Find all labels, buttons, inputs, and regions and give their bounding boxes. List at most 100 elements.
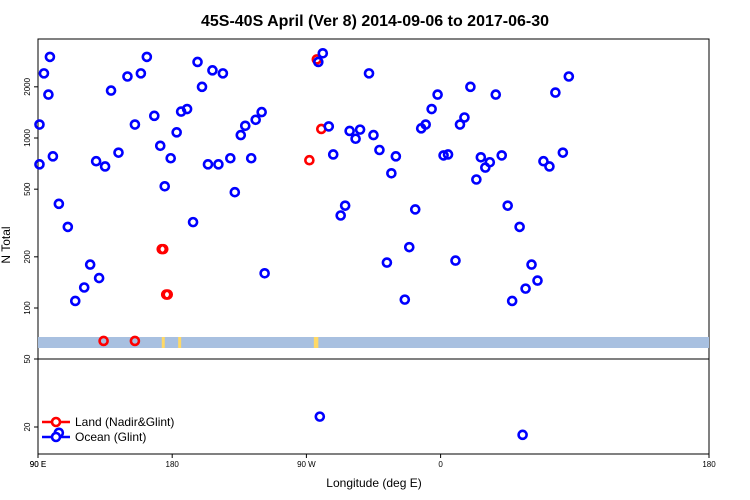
- ocean-data-point: [78, 282, 90, 293]
- ocean-data-point: [313, 56, 324, 68]
- y-tick-label: 200: [23, 250, 32, 264]
- ocean-data-point: [354, 124, 366, 135]
- legend: Land (Nadir&Glint)Ocean (Glint): [42, 415, 174, 444]
- land-data-point: [304, 154, 315, 166]
- x-axis-title: Longitude (deg E): [326, 476, 421, 490]
- ocean-data-point: [471, 174, 482, 185]
- ocean-data-point: [323, 121, 335, 132]
- y-tick-label: 1000: [23, 129, 32, 147]
- ocean-data-point: [475, 151, 487, 163]
- ocean-data-point: [335, 210, 346, 221]
- legend-marker: [50, 416, 62, 428]
- ocean-data-point: [34, 119, 45, 130]
- ocean-data-point: [135, 68, 147, 79]
- x-tick-label: 90 W: [297, 460, 316, 469]
- y-axis-title: N Total: [0, 226, 13, 263]
- ocean-data-point: [44, 51, 56, 63]
- ocean-data-point: [514, 221, 525, 233]
- land-data-point: [98, 335, 109, 347]
- land-data-point: [129, 335, 141, 347]
- ocean-data-point: [196, 81, 208, 93]
- ocean-data-point: [339, 200, 351, 211]
- ocean-data-point: [225, 152, 236, 164]
- ocean-data-point: [442, 149, 454, 160]
- ocean-data-point: [390, 151, 402, 162]
- ocean-data-point: [450, 255, 461, 266]
- ocean-data-point: [256, 106, 267, 118]
- ocean-data-point: [159, 180, 171, 192]
- ocean-data-point: [69, 295, 81, 307]
- ocean-data-point: [381, 257, 393, 268]
- ocean-data-point: [327, 149, 339, 160]
- ocean-data-point: [420, 119, 431, 130]
- ocean-data-point: [239, 120, 251, 132]
- ocean-data-point: [202, 159, 214, 170]
- ocean-data-point: [459, 112, 470, 123]
- coverage-band-land-segment: [313, 337, 319, 348]
- x-tick-label: 180: [702, 460, 716, 469]
- land-data-point: [156, 243, 168, 255]
- ocean-data-point: [213, 159, 224, 170]
- ocean-data-point: [506, 295, 518, 307]
- x-tick-label: 180: [166, 460, 180, 469]
- ocean-data-point: [245, 152, 257, 164]
- ocean-data-point: [368, 129, 379, 141]
- ocean-data-point: [465, 81, 476, 93]
- ocean-data-point: [344, 125, 355, 137]
- ocean-data-point: [314, 411, 326, 422]
- ocean-data-point: [532, 275, 543, 286]
- ocean-data-point: [53, 198, 65, 210]
- coverage-band: [38, 337, 709, 348]
- ocean-data-point: [557, 147, 569, 158]
- ocean-data-point: [84, 259, 96, 270]
- ocean-data-point: [563, 71, 575, 82]
- ocean-data-point: [520, 283, 531, 294]
- ocean-data-point: [207, 65, 218, 76]
- ocean-data-point: [502, 200, 514, 211]
- ocean-data-point: [538, 155, 549, 167]
- ocean-data-point: [192, 56, 203, 68]
- coverage-band-land-segment: [178, 337, 182, 348]
- ocean-data-point: [99, 161, 111, 172]
- ocean-data-point: [374, 144, 385, 156]
- ocean-data-point: [517, 429, 528, 441]
- ocean-data-point: [550, 87, 561, 98]
- y-tick-label: 500: [23, 182, 32, 196]
- y-tick-label: 2000: [23, 77, 32, 95]
- legend-label: Ocean (Glint): [75, 430, 146, 444]
- ocean-data-point: [399, 294, 411, 305]
- ocean-data-point: [129, 119, 141, 130]
- lower-plot-frame: [37, 358, 710, 455]
- y-tick-label: 50: [23, 354, 32, 363]
- ocean-data-point: [187, 216, 199, 228]
- ocean-data-point: [496, 150, 508, 161]
- ocean-data-point: [363, 68, 375, 79]
- y-tick-label: 100: [23, 301, 32, 315]
- ocean-data-point: [122, 71, 133, 82]
- ocean-data-point: [154, 140, 166, 152]
- ocean-data-point: [259, 267, 270, 279]
- ocean-data-point: [90, 155, 102, 167]
- ocean-data-point: [34, 159, 45, 170]
- ocean-data-point: [149, 110, 160, 122]
- ocean-data-point: [484, 156, 496, 168]
- ocean-data-point: [350, 133, 361, 145]
- upper-scatter-points: [34, 47, 575, 347]
- ocean-data-point: [490, 89, 502, 100]
- ocean-data-point: [229, 186, 241, 198]
- chart-title: 45S-40S April (Ver 8) 2014-09-06 to 2017…: [201, 13, 549, 30]
- ocean-data-point: [93, 272, 105, 284]
- ocean-data-point: [250, 114, 262, 126]
- ocean-data-point: [171, 127, 182, 138]
- upper-plot-frame: [37, 38, 710, 360]
- ocean-data-point: [544, 161, 555, 172]
- ocean-data-point: [386, 167, 397, 179]
- legend-marker: [50, 431, 62, 443]
- ocean-data-point: [113, 147, 124, 158]
- ocean-data-point: [454, 119, 466, 130]
- ocean-data-point: [438, 150, 449, 161]
- ocean-data-point: [409, 204, 421, 215]
- ocean-data-point: [181, 103, 193, 115]
- legend-label: Land (Nadir&Glint): [75, 415, 174, 429]
